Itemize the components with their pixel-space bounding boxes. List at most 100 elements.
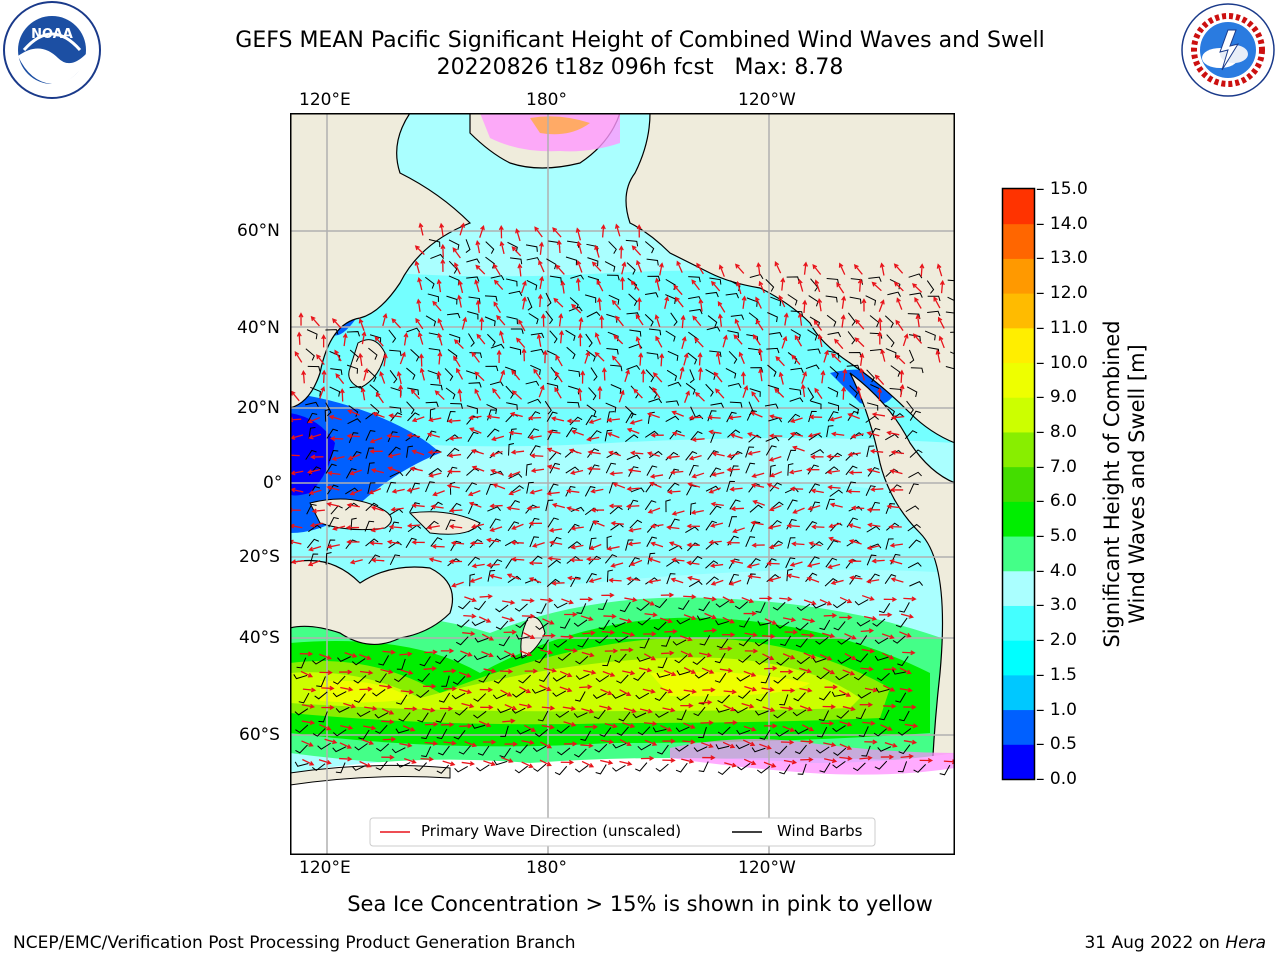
wind-barb [453,730,466,740]
wind-barb [646,465,658,476]
wind-barb [608,241,617,254]
wave-direction-arrow [722,741,736,749]
wind-barb [595,675,610,683]
wave-direction-arrow [768,576,782,583]
wave-direction-arrow [458,688,473,695]
wind-barb [328,516,339,528]
wind-barb [437,745,450,756]
wave-direction-arrow [579,684,593,690]
wave-direction-arrow [534,226,543,238]
wave-direction-arrow [647,412,660,419]
wave-direction-arrow [511,246,522,257]
wind-barb [332,746,347,753]
wave-direction-arrow [855,319,865,330]
wave-direction-arrow [431,543,445,549]
wind-barb [545,310,554,325]
wave-direction-arrow [846,488,861,494]
wind-barb [845,452,859,461]
wave-direction-arrow [708,429,722,435]
wind-barb [500,725,509,737]
wave-direction-arrow [627,467,642,473]
colorbar-tick-label: – 8.0 [1036,421,1077,442]
wave-direction-arrow [663,669,677,677]
wave-direction-arrow [447,453,462,459]
wind-barb [913,764,927,773]
wave-direction-arrow [722,334,728,348]
wave-direction-arrow [703,628,718,633]
wave-direction-arrow [592,520,605,527]
wind-barb [407,387,419,395]
wind-barb [435,712,447,723]
colorbar-title-line2: Wind Waves and Swell [m] [1125,344,1149,624]
wind-barb [555,710,570,718]
lat-label-20n: 20°N [237,398,280,418]
wave-direction-arrow [719,646,733,652]
wave-direction-arrow [553,297,564,308]
wave-direction-arrow [449,508,463,514]
wind-barb [717,726,731,736]
wind-barb [760,672,771,684]
wind-barb [531,688,546,694]
wave-direction-arrow [914,297,922,309]
wind-barb [645,369,655,383]
wave-direction-arrow [342,332,348,347]
wave-direction-arrow [882,684,896,692]
wind-barb [874,637,889,645]
wind-barb [878,603,891,614]
wave-direction-arrow [432,490,445,497]
wind-barb [644,241,655,254]
wave-direction-arrow [331,456,345,461]
wave-direction-arrow [643,721,658,727]
wind-barb [818,710,830,721]
wave-direction-arrow [889,469,903,475]
wind-barb [755,657,769,665]
wave-direction-arrow [414,245,425,256]
wave-direction-arrow [531,542,545,548]
wave-direction-arrow [817,298,823,312]
wave-direction-arrow [730,506,744,512]
wind-barb [827,540,839,551]
wind-barb [353,675,367,684]
wave-direction-arrow [764,723,778,729]
wave-direction-arrow [682,739,696,745]
wave-direction-arrow [363,725,377,731]
wind-barb [885,503,896,514]
wave-direction-arrow [740,371,746,385]
wind-barb [676,670,691,676]
wave-direction-arrow [627,541,641,547]
wind-barb [306,503,317,515]
wave-direction-arrow [836,282,845,294]
wind-barb [549,462,560,474]
wind-barb [473,655,488,661]
lon-label-bottom-120e: 120°E [299,858,351,878]
wave-direction-arrow [847,451,861,457]
wind-barb [908,483,919,495]
wave-direction-arrow [504,703,518,711]
wave-direction-arrow [750,411,763,418]
wind-barb [807,387,815,402]
wave-direction-arrow [571,429,584,436]
chart-title: GEFS MEAN Pacific Significant Height of … [235,28,1045,53]
wave-direction-arrow [599,705,613,711]
wave-direction-arrow [606,546,620,551]
wind-barb [525,504,538,514]
wind-barb [576,603,587,614]
wave-direction-arrow [683,722,696,729]
wave-direction-arrow [839,596,853,604]
wave-direction-arrow [511,390,523,400]
wind-barb [507,575,522,583]
wave-direction-arrow [381,754,395,760]
wind-barb [532,745,547,753]
wind-barb [515,744,528,754]
wave-direction-arrow [521,613,536,619]
wind-barb [726,411,737,423]
wave-direction-arrow [586,466,601,472]
wave-direction-arrow [459,222,466,236]
wave-direction-arrow [757,347,763,362]
wave-direction-arrow [886,430,900,436]
wind-barb [755,602,766,613]
wave-direction-arrow [743,758,757,766]
wave-direction-arrow [880,348,886,362]
wind-barb [764,403,779,409]
wind-barb [797,763,807,775]
